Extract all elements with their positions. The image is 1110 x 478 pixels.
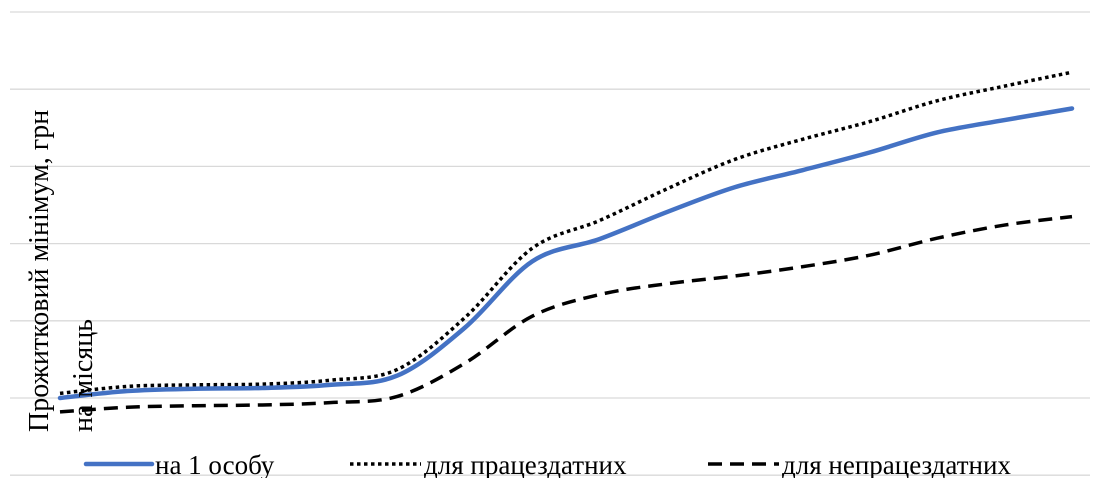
y-axis-label-line-1: Прожитковий мінімум, грн <box>24 110 55 432</box>
y-axis-label: Прожитковий мінімум, грн на місяць <box>24 103 99 432</box>
series-line-1 <box>57 106 1075 401</box>
series-layer <box>57 70 1075 414</box>
series-line-2 <box>59 70 1073 396</box>
legend-label-2: для працездатних <box>424 450 627 478</box>
legend-label-1: на 1 особу <box>155 450 275 478</box>
legend-label-3: для непрацездатних <box>782 450 1011 478</box>
y-axis-label-line-2: на місяць <box>68 319 99 432</box>
legend: на 1 особу для працездатних для непрацезда… <box>83 450 1011 478</box>
series-line-3 <box>59 214 1073 414</box>
gridlines <box>10 11 1090 476</box>
